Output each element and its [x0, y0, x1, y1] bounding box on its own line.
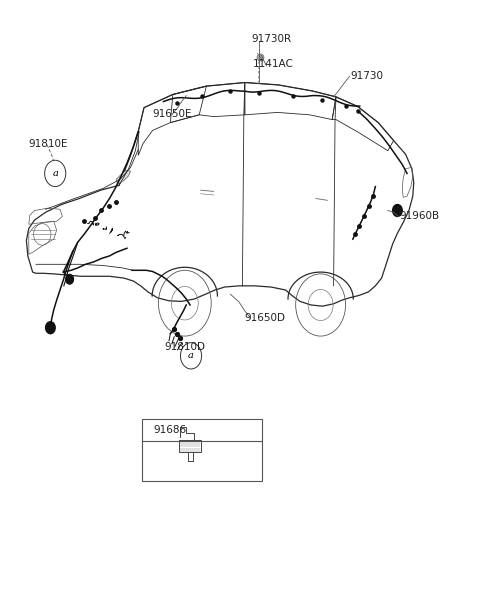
Text: 91810E: 91810E — [29, 139, 68, 148]
Text: 91686: 91686 — [154, 425, 187, 435]
Circle shape — [66, 274, 73, 284]
Text: 91650E: 91650E — [153, 109, 192, 118]
Circle shape — [180, 343, 202, 369]
Text: 91960B: 91960B — [399, 212, 440, 221]
Text: a: a — [188, 351, 194, 361]
Text: 91810D: 91810D — [164, 342, 205, 352]
Text: 91650D: 91650D — [245, 313, 286, 323]
Text: 91730R: 91730R — [251, 34, 291, 44]
Text: 1141AC: 1141AC — [253, 59, 294, 69]
Polygon shape — [116, 170, 131, 184]
Bar — [142, 419, 262, 481]
Text: a: a — [52, 169, 58, 178]
Circle shape — [393, 205, 402, 216]
Circle shape — [45, 160, 66, 187]
Text: 91730: 91730 — [350, 71, 384, 81]
Circle shape — [46, 322, 55, 334]
